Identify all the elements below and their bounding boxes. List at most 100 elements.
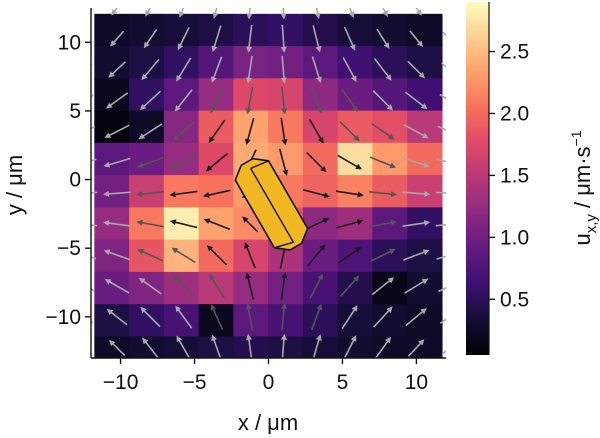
heatmap-cell bbox=[302, 207, 339, 241]
velocity-arrow-head bbox=[172, 134, 180, 141]
velocity-arrow-shaft bbox=[107, 157, 131, 166]
velocity-arrow-head bbox=[77, 8, 83, 14]
velocity-arrow-shaft bbox=[180, 8, 185, 15]
velocity-arrow-head bbox=[280, 333, 287, 340]
velocity-arrow-head bbox=[173, 276, 180, 283]
velocity-arrow-head bbox=[354, 247, 362, 253]
heatmap-cell bbox=[198, 46, 234, 79]
velocity-arrow-head bbox=[451, 70, 458, 76]
velocity-arrow-head bbox=[211, 76, 217, 83]
velocity-arrow-head bbox=[137, 249, 145, 255]
velocity-arrow-head bbox=[319, 244, 326, 251]
y-tick-label: 10 bbox=[58, 31, 81, 54]
heatmap-cell bbox=[302, 239, 339, 273]
heatmap-cell bbox=[372, 175, 408, 208]
heatmap-cell bbox=[198, 271, 234, 305]
velocity-arrow-shaft bbox=[206, 189, 231, 197]
velocity-arrow-shaft bbox=[91, 158, 97, 162]
velocity-arrow-head bbox=[174, 105, 181, 112]
velocity-arrow-shaft bbox=[404, 91, 425, 108]
velocity-arrow-head bbox=[242, 216, 249, 223]
velocity-arrow-head bbox=[281, 138, 288, 146]
velocity-arrow-head bbox=[452, 310, 459, 316]
heatmap-cell bbox=[129, 175, 165, 208]
velocity-arrow-shaft bbox=[308, 118, 323, 141]
velocity-arrow-head bbox=[103, 220, 110, 227]
velocity-arrow-head bbox=[70, 191, 76, 197]
velocity-arrow-shaft bbox=[311, 56, 321, 80]
velocity-arrow-head bbox=[176, 335, 183, 343]
heatmap-cell bbox=[94, 142, 130, 176]
velocity-arrow-head bbox=[423, 161, 430, 168]
velocity-arrow-shaft bbox=[143, 58, 160, 78]
velocity-arrow-head bbox=[203, 218, 211, 225]
heatmap-cell bbox=[337, 239, 374, 273]
velocity-arrow-head bbox=[457, 161, 464, 167]
velocity-arrow-shaft bbox=[436, 255, 446, 260]
heatmap-cell bbox=[163, 304, 200, 337]
velocity-arrow-head bbox=[145, 9, 151, 17]
velocity-arrow-shaft bbox=[175, 278, 194, 297]
velocity-arrow-head bbox=[102, 190, 110, 197]
heatmap-cell bbox=[198, 142, 234, 176]
velocity-arrow-shaft bbox=[281, 306, 286, 331]
velocity-arrow-shaft bbox=[91, 288, 95, 292]
velocity-arrow-head bbox=[246, 46, 253, 53]
velocity-arrow-shaft bbox=[372, 90, 391, 109]
velocity-arrow-shaft bbox=[336, 220, 360, 229]
colorbar: 0.5 1.0 1.5 2.0 2.5 bbox=[466, 2, 529, 355]
velocity-arrow-shaft bbox=[341, 307, 356, 330]
velocity-arrow-head bbox=[317, 273, 323, 281]
velocity-arrow-shaft bbox=[342, 57, 356, 79]
crystal-edge bbox=[250, 160, 269, 169]
velocity-arrow-shaft bbox=[302, 188, 327, 197]
velocity-arrow-head bbox=[136, 191, 143, 198]
velocity-arrow-shaft bbox=[382, 8, 387, 14]
heatmap-cell bbox=[268, 13, 304, 47]
velocity-arrow-shaft bbox=[142, 309, 161, 328]
velocity-arrow-shaft bbox=[140, 191, 165, 196]
velocity-arrow-head bbox=[76, 341, 83, 347]
velocity-arrow-head bbox=[205, 165, 213, 172]
velocity-arrow-shaft bbox=[91, 191, 98, 194]
velocity-arrow-shaft bbox=[404, 280, 426, 294]
colorbar-title: ux,y / μm·s−1 bbox=[568, 130, 600, 245]
velocity-arrow-shaft bbox=[91, 224, 98, 227]
velocity-arrow-shaft bbox=[91, 256, 97, 260]
velocity-arrow-head bbox=[316, 76, 322, 84]
heatmap-cell bbox=[163, 142, 200, 176]
velocity-arrow-head bbox=[450, 9, 456, 16]
velocity-arrow-head bbox=[349, 44, 356, 51]
velocity-arrow-shaft bbox=[335, 190, 360, 196]
velocity-arrow-head bbox=[246, 13, 253, 20]
heatmap-cell bbox=[302, 46, 339, 79]
velocity-arrow-shaft bbox=[140, 250, 164, 262]
velocity-arrow-shaft bbox=[107, 124, 130, 137]
velocity-arrow-shaft bbox=[141, 123, 163, 138]
velocity-arrow-head bbox=[108, 339, 116, 347]
velocity-arrow-shaft bbox=[244, 218, 259, 233]
velocity-arrow-shaft bbox=[373, 58, 390, 79]
velocity-arrow-shaft bbox=[111, 342, 126, 357]
velocity-arrow-shaft bbox=[371, 279, 392, 296]
heatmap-cell bbox=[407, 110, 443, 144]
colorbar-tick-label: 1.5 bbox=[500, 164, 529, 187]
velocity-arrow-head bbox=[387, 277, 395, 284]
velocity-arrow-shaft bbox=[145, 29, 158, 46]
heatmap-cell bbox=[198, 304, 234, 337]
velocity-arrow-head bbox=[453, 101, 460, 107]
heatmap-cell bbox=[129, 271, 165, 305]
velocity-arrow-head bbox=[457, 191, 463, 197]
velocity-arrow-head bbox=[350, 335, 357, 342]
heatmap-cell bbox=[129, 304, 165, 337]
x-tick-label: −5 bbox=[183, 371, 207, 394]
velocity-arrow-shaft bbox=[80, 1, 90, 12]
x-tick-label: 5 bbox=[337, 371, 349, 394]
y-axis-title: y / μm bbox=[2, 155, 27, 215]
heatmap-cell bbox=[198, 239, 234, 273]
y-tick-label: −10 bbox=[45, 306, 81, 329]
velocity-arrow-head bbox=[390, 219, 397, 226]
velocity-arrow-head bbox=[387, 133, 395, 140]
velocity-arrow-head bbox=[178, 11, 185, 18]
velocity-arrow-shaft bbox=[370, 249, 393, 262]
